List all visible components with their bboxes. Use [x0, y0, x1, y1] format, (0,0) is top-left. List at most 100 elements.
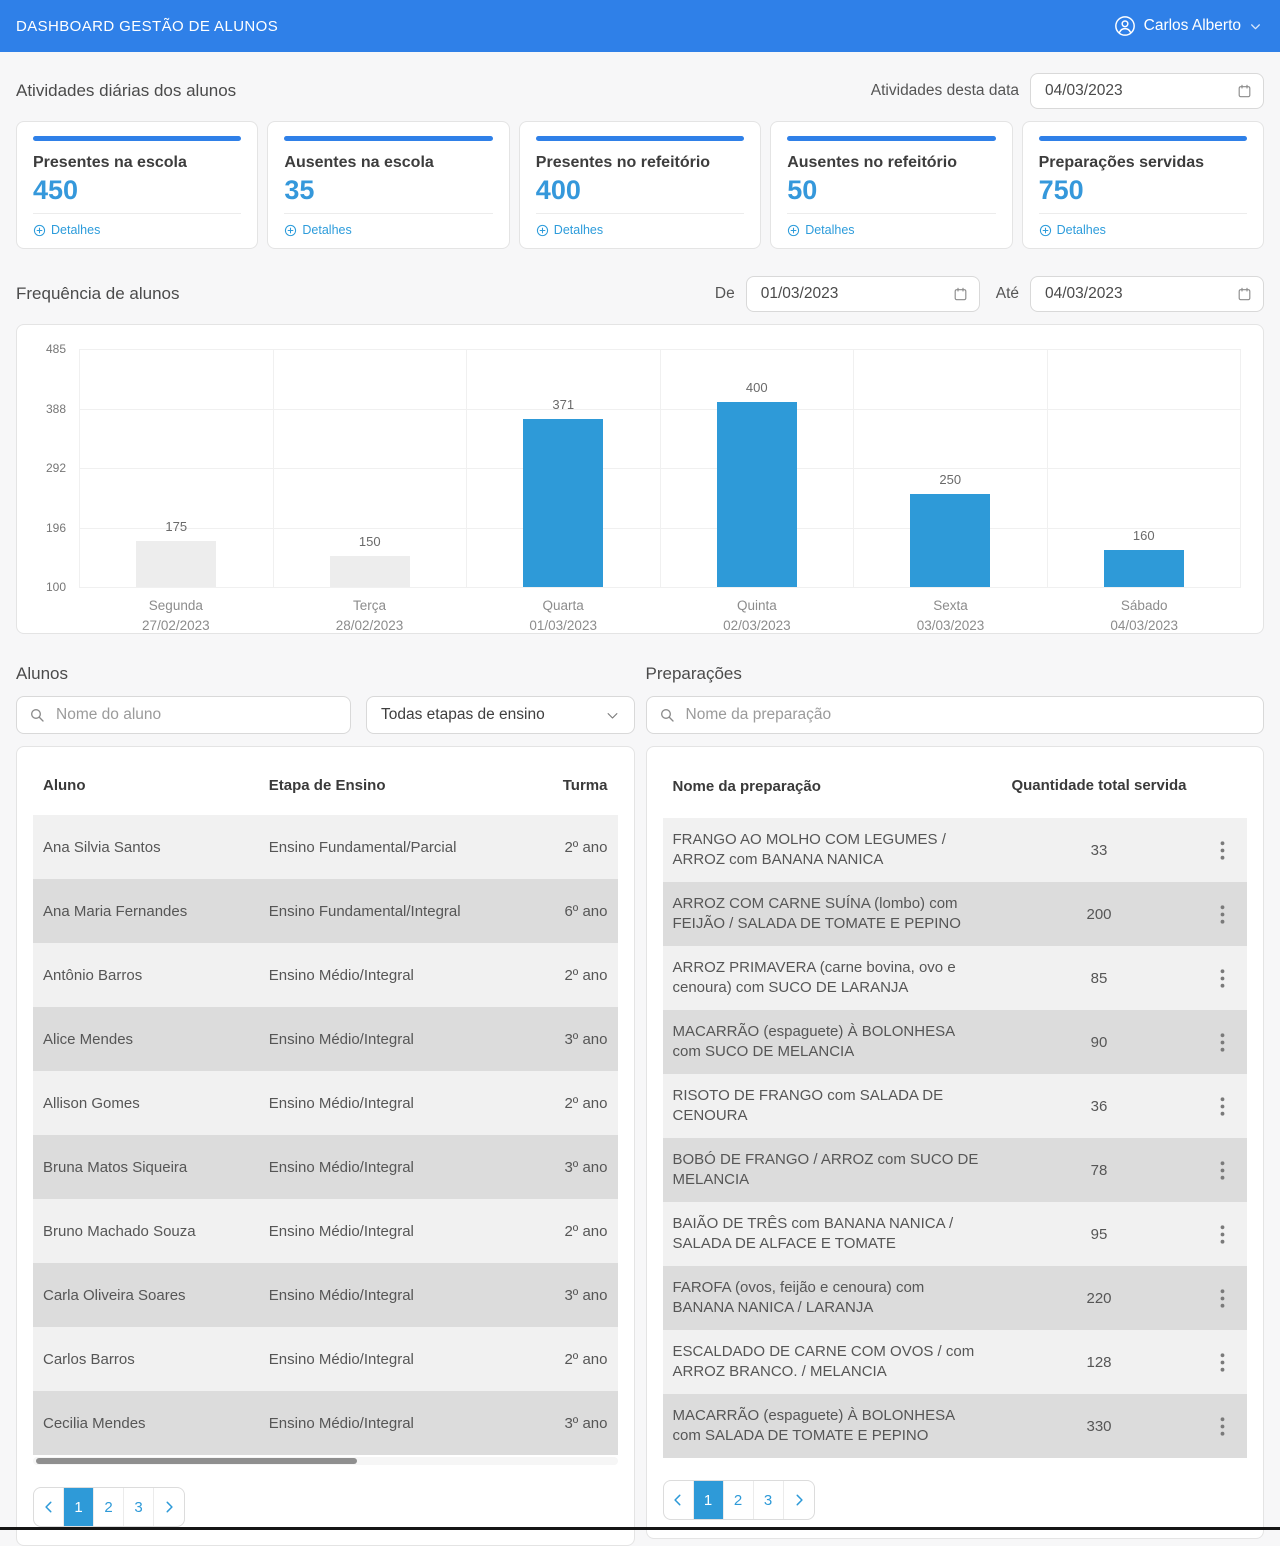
preparation-table-row[interactable]: MACARRÃO (espaguete) À BOLONHESA com SUC… [662, 1010, 1247, 1075]
stat-card: Ausentes no refeitório 50 Detalhes [770, 121, 1013, 249]
preparation-quantity: 85 [1090, 969, 1108, 987]
scrollbar-thumb[interactable] [36, 1458, 358, 1464]
student-etapa: Ensino Médio/Integral [268, 1222, 414, 1240]
student-search-input[interactable] [54, 705, 338, 725]
student-search-box [16, 696, 351, 734]
preparation-name: ARROZ PRIMAVERA (carne bovina, ovo e cen… [672, 959, 956, 997]
kebab-menu-icon[interactable] [1214, 1029, 1231, 1056]
student-turma: 6º ano [564, 902, 608, 920]
preparation-table-row[interactable]: BAIÃO DE TRÊS com BANANA NANICA / SALADA… [662, 1202, 1247, 1267]
card-details-label: Detalhes [553, 223, 604, 237]
card-accent-bar [787, 136, 996, 141]
card-details-link[interactable]: Detalhes [536, 223, 603, 237]
pager-page-1[interactable]: 1 [693, 1481, 724, 1520]
card-details-link[interactable]: Detalhes [787, 223, 855, 237]
preparation-table-row[interactable]: MACARRÃO (espaguete) À BOLONHESA com SAL… [662, 1394, 1247, 1459]
student-table-row[interactable]: Allison Gomes Ensino Médio/Integral 2º ano [33, 1071, 618, 1135]
kebab-menu-icon[interactable] [1214, 837, 1231, 864]
pager-page-3[interactable]: 3 [124, 1488, 154, 1526]
student-table-row[interactable]: Ana Silvia Santos Ensino Fundamental/Parc… [33, 815, 618, 879]
chart-bar[interactable] [1103, 550, 1184, 587]
kebab-menu-icon[interactable] [1214, 1093, 1231, 1120]
pager-page-1[interactable]: 1 [64, 1488, 94, 1526]
x-axis-category-label: Sexta 03/03/2023 [916, 598, 985, 634]
student-table-row[interactable]: Ana Maria Fernandes Ensino Fundamental/In… [33, 879, 618, 943]
pager-next-button[interactable] [154, 1488, 184, 1526]
kebab-menu-icon[interactable] [1214, 1413, 1231, 1440]
card-details-link[interactable]: Detalhes [1039, 223, 1106, 237]
pager-page-2[interactable]: 2 [724, 1481, 754, 1520]
preparation-table-row[interactable]: ARROZ COM CARNE SUÍNA (lombo) com FEIJÃO… [662, 882, 1247, 947]
kebab-menu-icon[interactable] [1214, 901, 1231, 928]
students-table-header: Aluno Etapa de Ensino Turma [33, 767, 618, 815]
calendar-icon[interactable] [1237, 83, 1252, 99]
students-table-panel: Aluno Etapa de Ensino Turma Ana Silvia S… [16, 746, 635, 1546]
calendar-icon[interactable] [1237, 286, 1252, 302]
screen-bottom-edge [0, 1527, 1280, 1530]
student-table-row[interactable]: Bruno Machado Souza Ensino Médio/Integral… [33, 1199, 618, 1263]
pager-page-3[interactable]: 3 [754, 1481, 784, 1520]
student-name: Cecilia Mendes [43, 1414, 146, 1432]
date-to-field[interactable] [1030, 276, 1264, 312]
preparations-section: Preparações Nome da preparação Quantidad… [645, 664, 1264, 1540]
preparation-table-row[interactable]: FRANGO AO MOLHO COM LEGUMES / ARROZ com … [662, 818, 1247, 883]
chart-bar[interactable] [329, 556, 410, 587]
preparations-table-header: Nome da preparação Quantidade total serv… [663, 767, 1248, 818]
card-value: 35 [284, 175, 315, 205]
activities-date-input[interactable] [1043, 81, 1229, 101]
pager-prev-button[interactable] [664, 1481, 694, 1520]
kebab-menu-icon[interactable] [1214, 1349, 1231, 1376]
preparation-table-row[interactable]: BOBÓ DE FRANGO / ARROZ com SUCO DE MELAN… [662, 1138, 1247, 1203]
chart-bar[interactable] [136, 541, 217, 587]
card-details-link[interactable]: Detalhes [33, 223, 100, 237]
date-from-field[interactable] [745, 276, 980, 312]
student-table-row[interactable]: Antônio Barros Ensino Médio/Integral 2º an… [33, 943, 618, 1007]
pager-prev-button[interactable] [34, 1488, 64, 1526]
student-etapa: Ensino Médio/Integral [268, 1350, 414, 1368]
kebab-menu-icon[interactable] [1214, 1221, 1231, 1248]
student-table-row[interactable]: Alice Mendes Ensino Médio/Integral 3º ano [33, 1007, 618, 1071]
card-details-link[interactable]: Detalhes [284, 223, 352, 237]
student-name: Bruno Machado Souza [43, 1222, 196, 1240]
chart-bar[interactable] [523, 419, 604, 587]
kebab-menu-icon[interactable] [1214, 965, 1231, 992]
preparation-name: ESCALDADO DE CARNE COM OVOS / com ARROZ … [672, 1343, 975, 1381]
card-value: 50 [787, 175, 818, 205]
date-from-input[interactable] [758, 284, 945, 304]
y-axis-tick-label: 292 [45, 461, 66, 475]
student-etapa: Ensino Médio/Integral [268, 1158, 414, 1176]
chart-bar[interactable] [716, 402, 797, 587]
kebab-menu-icon[interactable] [1214, 1157, 1231, 1184]
chart-bar[interactable] [910, 494, 991, 587]
chevron-down-icon [1249, 20, 1262, 33]
etapa-filter-select[interactable]: Todas etapas de ensino [366, 696, 635, 734]
y-axis-tick-label: 196 [45, 520, 66, 535]
pager-next-button[interactable] [784, 1481, 814, 1519]
students-table-body: Ana Silvia Santos Ensino Fundamental/Parc… [33, 815, 618, 1455]
student-etapa: Ensino Médio/Integral [268, 966, 414, 984]
user-name: Carlos Alberto [1143, 17, 1241, 34]
student-table-row[interactable]: Carlos Barros Ensino Médio/Integral 2º ano [33, 1327, 618, 1391]
calendar-icon[interactable] [953, 286, 968, 302]
date-to-input[interactable] [1043, 284, 1229, 304]
preparation-table-row[interactable]: ESCALDADO DE CARNE COM OVOS / com ARROZ … [662, 1330, 1247, 1395]
column-header-turma: Turma [562, 777, 608, 794]
student-turma: 2º ano [564, 838, 608, 856]
preparation-table-row[interactable]: ARROZ PRIMAVERA (carne bovina, ovo e cen… [662, 946, 1247, 1011]
activities-date-field[interactable] [1030, 73, 1264, 109]
pager-page-2[interactable]: 2 [94, 1488, 124, 1526]
student-turma: 3º ano [564, 1158, 608, 1176]
preparation-search-input[interactable] [683, 705, 1251, 725]
y-axis-tick-label: 485 [45, 342, 66, 356]
student-table-row[interactable]: Cecilia Mendes Ensino Médio/Integral 3º an… [33, 1391, 618, 1455]
preparations-table-body: FRANGO AO MOLHO COM LEGUMES / ARROZ com … [662, 818, 1247, 1459]
student-name: Ana Silvia Santos [43, 838, 161, 856]
student-table-row[interactable]: Bruna Matos Siqueira Ensino Médio/Integra… [33, 1135, 618, 1199]
user-menu[interactable]: Carlos Alberto [1114, 15, 1262, 37]
circle-plus-icon [536, 224, 549, 237]
preparation-table-row[interactable]: RISOTO DE FRANGO com SALADA DE CENOURA 36 [662, 1074, 1247, 1139]
preparation-table-row[interactable]: FAROFA (ovos, feijão e cenoura) com BANA… [662, 1266, 1247, 1331]
circle-plus-icon [1039, 224, 1052, 237]
kebab-menu-icon[interactable] [1214, 1285, 1231, 1312]
student-table-row[interactable]: Carla Oliveira Soares Ensino Médio/Integr… [33, 1263, 618, 1327]
